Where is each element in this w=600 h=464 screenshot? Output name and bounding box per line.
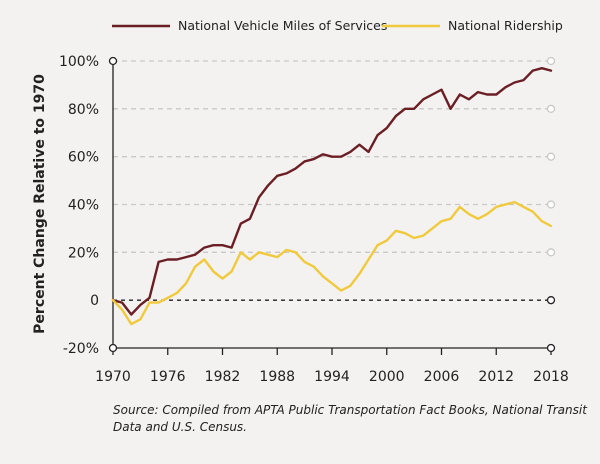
axis-end-marker: [108, 56, 118, 66]
y-tick-label: 0: [90, 293, 99, 309]
y-tick-label: 80%: [68, 102, 99, 118]
gridline-end-marker: [546, 104, 556, 113]
x-tick-label: 1970: [95, 369, 131, 385]
x-tick-label: 2006: [424, 369, 460, 385]
source-note-line-1: Source: Compiled from APTA Public Transp…: [113, 403, 588, 417]
axis-end-marker: [108, 343, 118, 353]
legend-label-ridership: National Ridership: [448, 18, 563, 33]
x-tick-label: 2018: [533, 369, 569, 385]
x-tick-label: 1976: [150, 369, 186, 385]
x-tick-labels: 1970 1976 1982 1988 1994 2000 2006 2012 2018: [95, 369, 569, 385]
x-tick-label: 1994: [314, 369, 350, 385]
y-tick-label: 100%: [59, 54, 99, 70]
x-tick-label: 1988: [259, 369, 295, 385]
y-tick-label: 60%: [68, 150, 99, 166]
y-tick-label: 40%: [68, 198, 99, 214]
gridline-end-marker: [546, 152, 556, 161]
y-tick-labels: -20% 0 20% 40% 60% 80% 100%: [59, 54, 99, 357]
axes: [112, 61, 552, 355]
series-line-vehicle-miles: [111, 66, 553, 316]
axis-end-markers: [108, 56, 556, 353]
gridline-end-marker: [546, 296, 556, 305]
gridlines: [113, 60, 551, 301]
x-tick-label: 2012: [478, 369, 514, 385]
series-lines: [111, 66, 553, 326]
axis-end-marker: [546, 343, 556, 353]
legend: National Vehicle Miles of Services Natio…: [112, 18, 563, 33]
x-tick-label: 2000: [369, 369, 405, 385]
gridline-end-marker: [546, 200, 556, 209]
source-note-line-2: Data and U.S. Census.: [113, 420, 247, 434]
series-line-ridership: [111, 200, 553, 326]
legend-label-vehicle-miles: National Vehicle Miles of Services: [178, 18, 387, 33]
y-tick-label: 20%: [68, 245, 99, 261]
gridline-end-marker: [546, 56, 556, 66]
y-axis-title: Percent Change Relative to 1970: [32, 74, 48, 334]
y-tick-label: -20%: [63, 341, 99, 357]
gridline-end-marker: [546, 248, 556, 257]
x-tick-label: 1982: [205, 369, 241, 385]
